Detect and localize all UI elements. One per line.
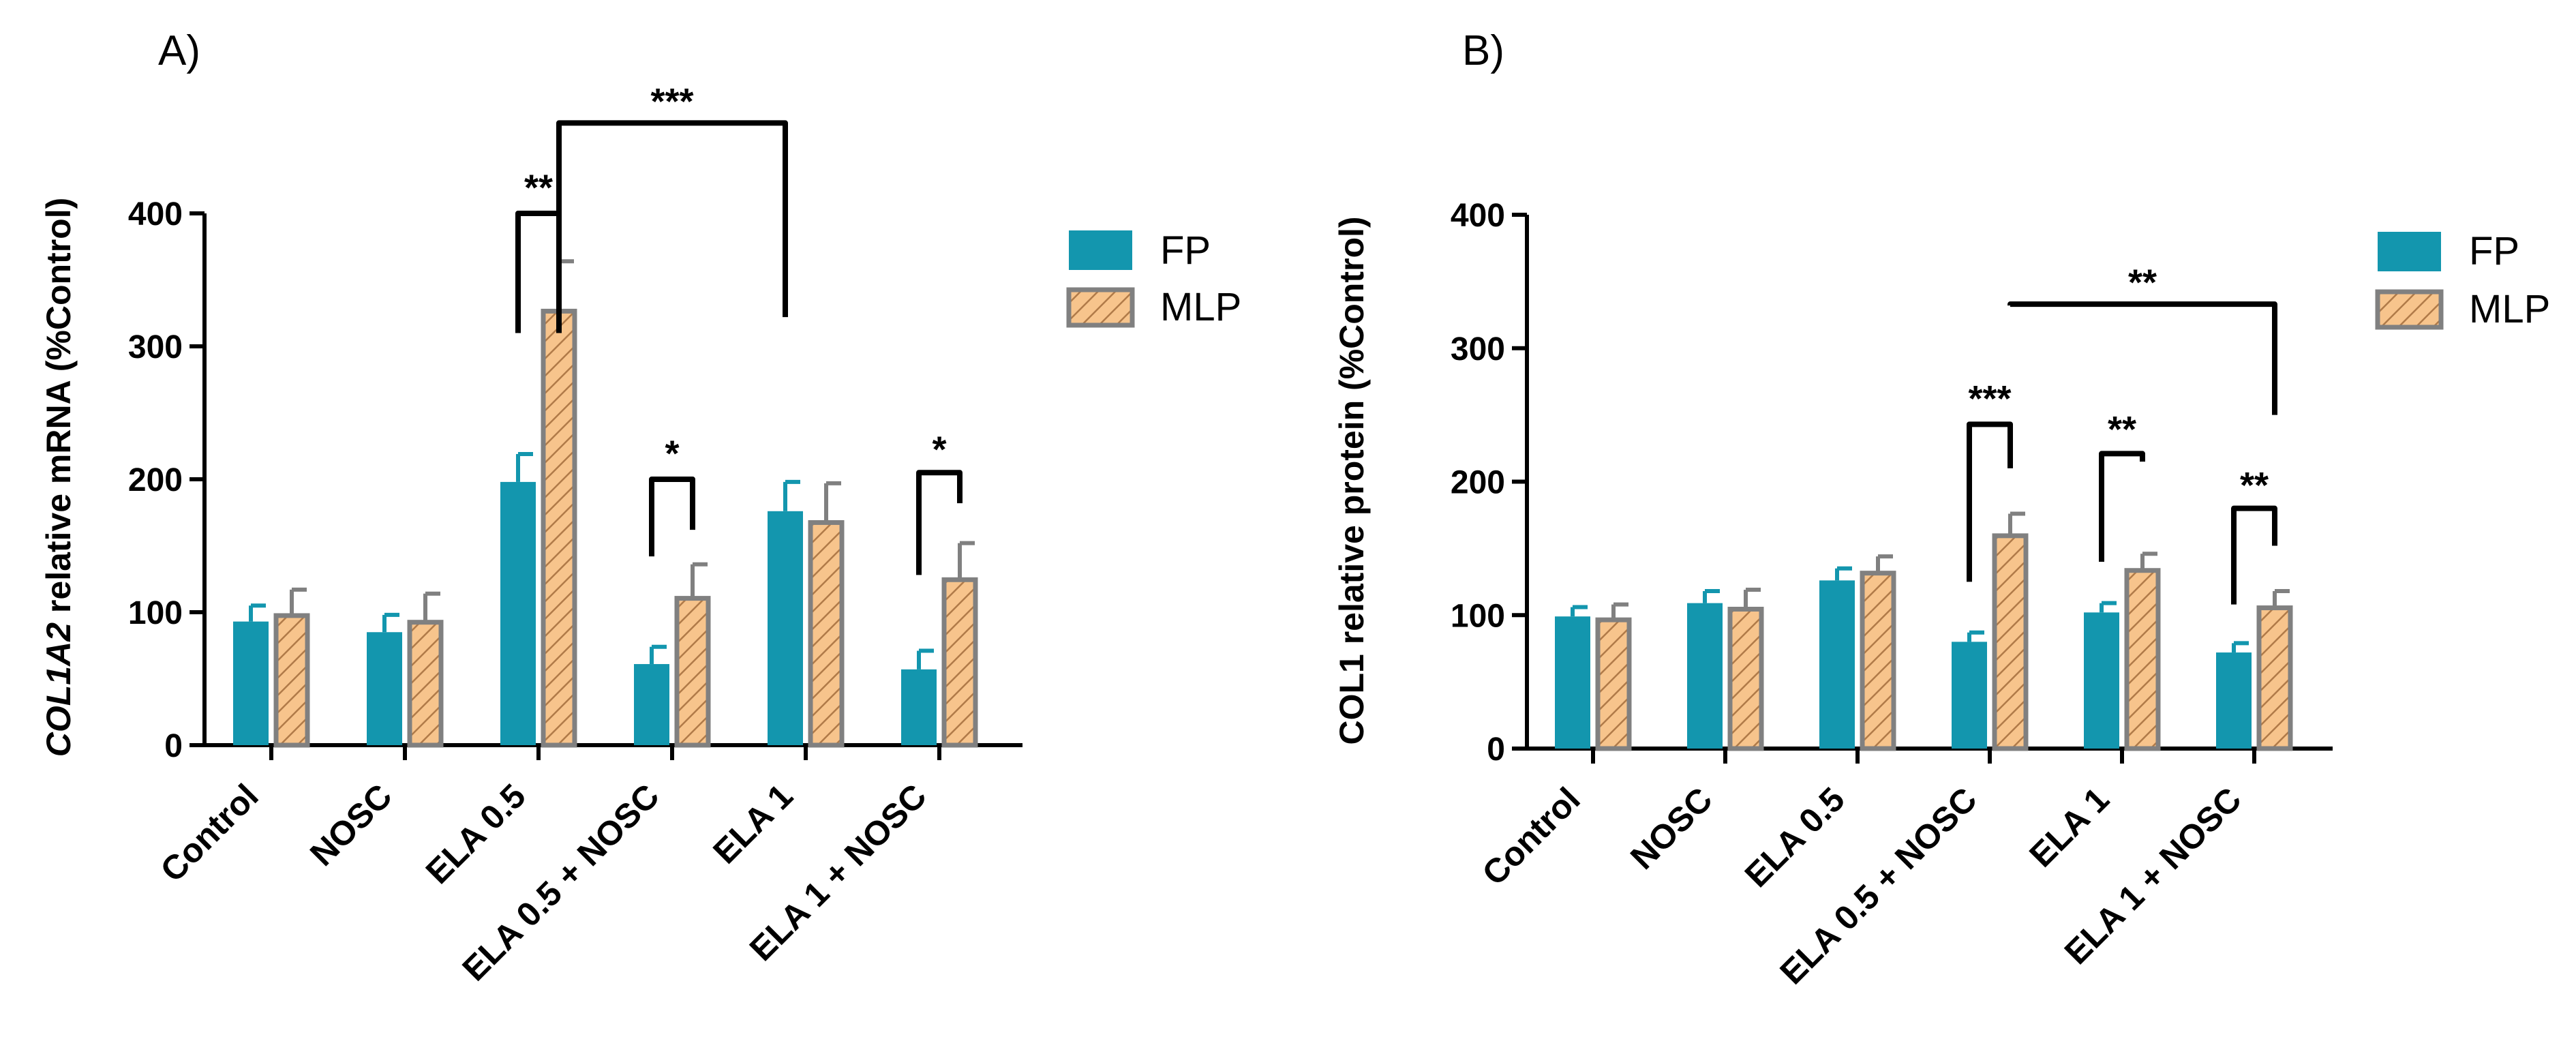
panel-a-bar-fp — [634, 664, 669, 745]
panel-a-significance-label: ** — [524, 168, 553, 209]
panel-b-bar-mlp — [1595, 617, 1632, 751]
panel-b-bar-mlp — [1860, 571, 1896, 751]
panel-b-bar-mlp — [2256, 605, 2293, 751]
panel-a-bar-mlp — [941, 577, 978, 748]
panel-a-legend-fp-swatch — [1069, 230, 1132, 270]
panel-a-x-tick-label: ELA 1 — [706, 777, 800, 871]
panel-a-bar-fp — [500, 481, 536, 745]
panel-b-bar-mlp — [1992, 533, 2029, 751]
panel-b-x-tick-label: Control — [1475, 780, 1588, 892]
panel-a-y-axis-title-italic: COL1A2 — [40, 622, 78, 757]
panel-a-chart: A) COL1A2 relative mRNA (%Control) 0 100 2… — [40, 27, 1022, 989]
panel-b-bar-fp — [1687, 603, 1723, 749]
panel-a-y-tick-label: 200 — [128, 462, 183, 498]
panel-a-significance-bracket — [556, 120, 788, 318]
panel-b-bar-mlp — [1727, 607, 1764, 751]
panel-b-bar-fp — [2216, 652, 2252, 749]
panel-a-significance-bracket — [649, 477, 695, 557]
panel-a-x-tick-label: Control — [153, 777, 266, 889]
panel-a-significance-bracket — [515, 211, 562, 333]
panel-a-bar-mlp — [541, 308, 577, 748]
panel-a-y-axis-title: COL1A2 relative mRNA (%Control) — [40, 198, 78, 757]
panel-b-significance-label: ** — [2128, 262, 2157, 303]
panel-a-bar-mlp — [273, 613, 310, 748]
panel-b-significance-bracket — [2007, 301, 2277, 415]
panel-b-bar-fp — [1952, 642, 1987, 749]
panel-b-significance-bracket — [2099, 451, 2145, 562]
panel-a-significance-label: * — [665, 434, 679, 475]
panel-a-y-axis-title-rest: relative mRNA (%Control) — [40, 198, 78, 622]
panel-b-x-tick-label: NOSC — [1623, 780, 1720, 877]
panel-a-significance-label: * — [932, 430, 946, 470]
panel-b-significance-label: ** — [2108, 409, 2136, 450]
panel-a-legend-fp-label: FP — [1160, 228, 1211, 273]
panel-b-y-tick-label: 200 — [1451, 465, 1505, 501]
panel-b-legend-fp-swatch — [2378, 232, 2441, 271]
panel-a-bar-fp — [367, 632, 402, 745]
panel-a-bar-fp — [233, 621, 269, 745]
panel-a-bar-mlp — [674, 596, 711, 748]
panel-a-y-tick-label: 400 — [128, 196, 183, 232]
panel-a-legend: FP MLP — [1066, 228, 1241, 329]
panel-b-label: B) — [1462, 27, 1504, 74]
panel-a-y-tick-label: 0 — [164, 728, 183, 764]
panel-b-y-axis-title-rest: COL1 relative protein (%Control) — [1333, 216, 1371, 744]
panel-b-legend-mlp-label: MLP — [2469, 287, 2550, 331]
panel-a-legend-mlp-swatch — [1066, 287, 1135, 328]
panel-a-x-tick-label: ELA 0.5 — [419, 777, 533, 891]
panel-a-bar-mlp — [808, 520, 845, 748]
panel-b-significance-bracket — [2231, 505, 2277, 605]
panel-a-x-tick-label: NOSC — [303, 777, 399, 873]
panel-b-legend: FP MLP — [2375, 229, 2550, 331]
panel-a-significance-bracket — [916, 470, 963, 575]
panel-b-legend-fp-label: FP — [2469, 229, 2519, 273]
panel-b-y-tick-label: 400 — [1451, 198, 1505, 234]
panel-a-y-tick-label: 100 — [128, 595, 183, 631]
panel-b-x-tick-label: ELA 0.5 — [1738, 780, 1852, 894]
panel-a-bar-fp — [768, 511, 803, 745]
panel-b-bar-fp — [1555, 616, 1590, 749]
panel-b-y-tick-label: 300 — [1451, 331, 1505, 367]
panel-a-bar-fp — [901, 669, 937, 745]
panel-b-significance-label: *** — [1968, 378, 2011, 419]
panel-b-x-tick-label: ELA 1 — [2022, 780, 2116, 874]
panel-b-significance-bracket — [1967, 421, 2013, 582]
panel-b-y-axis-title: COL1 relative protein (%Control) — [1333, 216, 1371, 744]
panel-b-bar-fp — [1819, 580, 1855, 749]
panel-a-y-tick-label: 300 — [128, 329, 183, 365]
panel-a-label: A) — [158, 27, 200, 74]
panel-a-significance-label: *** — [650, 81, 693, 122]
panel-b-bar-mlp — [2124, 568, 2161, 751]
panel-b-significance-label: ** — [2240, 465, 2269, 506]
panel-b-bar-fp — [2084, 612, 2119, 749]
panel-a-legend-mlp-label: MLP — [1160, 285, 1241, 329]
panel-b-legend-mlp-swatch — [2375, 289, 2444, 330]
panel-a-bar-mlp — [407, 620, 444, 748]
panel-b-y-tick-label: 0 — [1487, 732, 1505, 768]
panel-b-y-tick-label: 100 — [1451, 598, 1505, 634]
panel-b-chart: B) COL1 relative protein (%Control) 0 100… — [1333, 27, 2333, 992]
